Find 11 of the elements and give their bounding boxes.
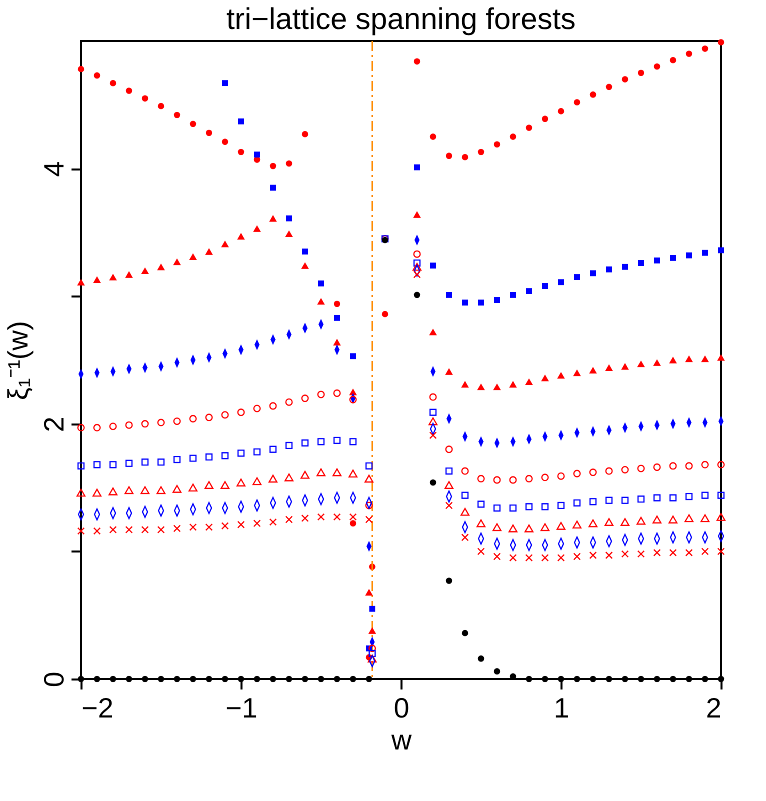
y-tick-label: 0 [38,672,70,688]
y-tick-label: 4 [38,161,70,177]
y-tick-label: 2 [38,416,70,432]
x-tick-label: −1 [226,692,258,724]
x-tick-label: 0 [394,692,410,724]
y-axis-title: ξ₁⁻¹(w) [2,320,34,400]
x-tick-label: −2 [82,692,114,724]
x-tick-label: 1 [554,692,570,724]
chart-title: tri−lattice spanning forests [226,3,576,36]
x-tick-label: 2 [706,692,722,724]
x-axis-title: w [390,724,412,756]
